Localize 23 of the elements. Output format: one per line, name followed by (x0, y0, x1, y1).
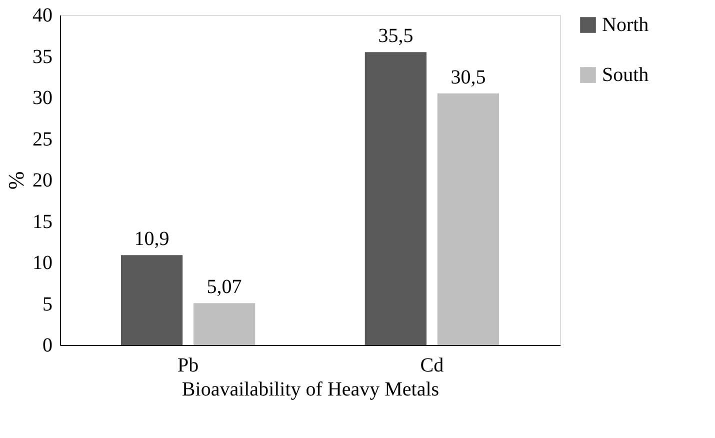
y-tick-label: 30 (32, 87, 52, 109)
data-label: 35,5 (378, 25, 414, 48)
x-tick-label: Pb (177, 354, 199, 376)
x-axis-title: Bioavailability of Heavy Metals (182, 378, 440, 400)
data-label: 30,5 (450, 66, 486, 88)
data-label: 5,07 (206, 276, 242, 298)
y-tick-label: 25 (32, 128, 52, 150)
bar (437, 93, 500, 345)
data-label: 10,9 (134, 228, 170, 250)
y-tick-label: 0 (42, 334, 52, 356)
y-axis-title: % (4, 171, 28, 190)
x-tick-label: Cd (420, 354, 444, 376)
y-tick-label: 20 (32, 170, 52, 192)
y-tick-label: 40 (32, 4, 52, 26)
legend-label: South (602, 64, 649, 86)
y-tick-label: 15 (32, 210, 52, 233)
y-tick-label: 10 (32, 252, 52, 274)
y-tick-label: 5 (42, 293, 52, 316)
y-tick-label: 35 (32, 46, 52, 68)
legend-label: North (602, 14, 649, 36)
bar (364, 52, 427, 345)
bar (120, 255, 183, 345)
bar (193, 303, 256, 345)
